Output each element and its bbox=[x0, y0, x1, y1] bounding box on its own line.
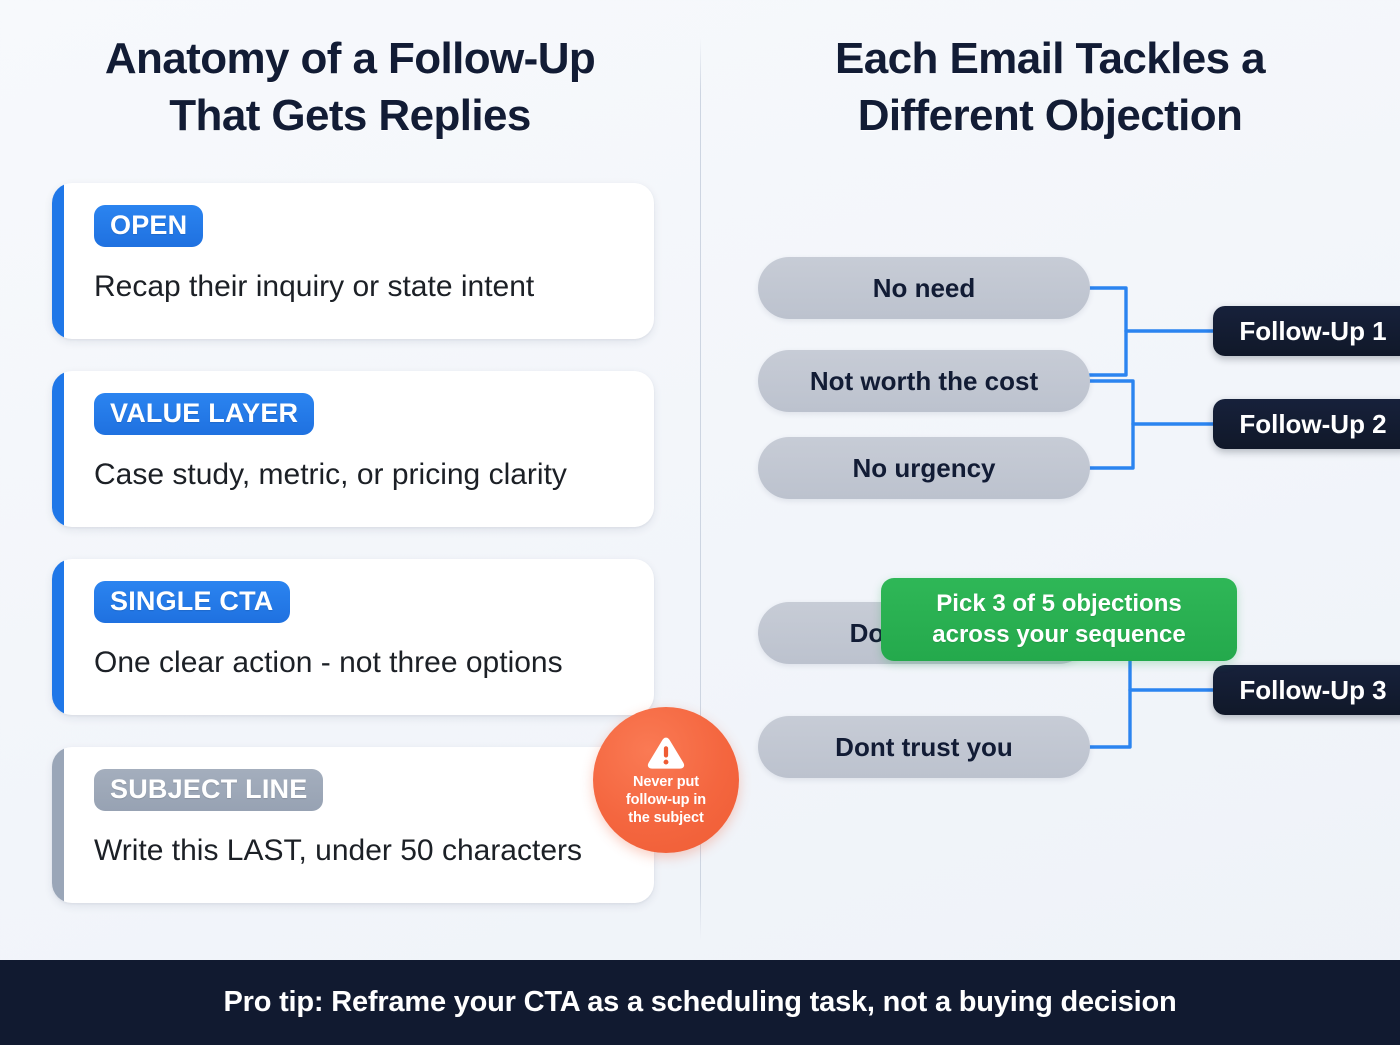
never-put-follow-up-warning-bubble: Never put follow-up in the subject bbox=[593, 707, 739, 853]
left-title-line-1: Anatomy of a Follow-Up bbox=[104, 34, 596, 83]
footer-text: Pro tip: Reframe your CTA as a schedulin… bbox=[223, 986, 1177, 1018]
card-body-open: Recap their inquiry or state intent bbox=[94, 270, 535, 303]
card-badge-value-layer: VALUE LAYER bbox=[94, 393, 315, 435]
warning-line-2: follow-up in bbox=[625, 792, 707, 809]
objection-pill-no-need[interactable]: No need bbox=[758, 257, 1090, 319]
card-accent-bar bbox=[52, 371, 64, 527]
card-badge-single-cta: SINGLE CTA bbox=[94, 581, 290, 623]
right-title-line-2: Different Objection bbox=[857, 91, 1243, 141]
warning-bubble-text: Never put follow-up in the subject bbox=[626, 774, 706, 827]
warning-triangle-icon bbox=[647, 738, 685, 770]
right-panel: Each Email Tackles a Different Objection bbox=[700, 0, 1400, 960]
followup-box-3[interactable]: Follow-Up 3 bbox=[1213, 665, 1400, 715]
card-accent-bar bbox=[52, 559, 64, 715]
anatomy-card-subject-line[interactable]: SUBJECT LINE Write this LAST, under 50 c… bbox=[52, 747, 654, 903]
card-accent-bar bbox=[52, 747, 64, 903]
right-panel-title: Each Email Tackles a Different Objection bbox=[700, 30, 1400, 144]
card-body-value-layer: Case study, metric, or pricing clarity bbox=[94, 458, 567, 491]
left-panel: Anatomy of a Follow-Up That Gets Replies… bbox=[0, 0, 700, 960]
card-badge-subject-line: SUBJECT LINE bbox=[94, 769, 324, 811]
left-panel-title: Anatomy of a Follow-Up That Gets Replies bbox=[0, 30, 700, 144]
objection-mapping-tree: No need Not worth the cost No urgency Do… bbox=[758, 257, 1400, 782]
pro-tip-footer-bar: Pro tip: Reframe your CTA as a schedulin… bbox=[0, 960, 1400, 1045]
card-body-single-cta: One clear action - not three options bbox=[94, 646, 563, 679]
anatomy-card-list: OPEN Recap their inquiry or state intent… bbox=[52, 183, 654, 903]
anatomy-card-open[interactable]: OPEN Recap their inquiry or state intent bbox=[52, 183, 654, 339]
right-title-line-1: Each Email Tackles a bbox=[835, 34, 1266, 83]
objection-pill-no-urgency[interactable]: No urgency bbox=[758, 437, 1090, 499]
left-title-line-2: That Gets Replies bbox=[169, 91, 531, 141]
anatomy-card-value-layer[interactable]: VALUE LAYER Case study, metric, or prici… bbox=[52, 371, 654, 527]
warning-line-1: Never put bbox=[633, 774, 699, 791]
callout-line-2: across your sequence bbox=[932, 620, 1186, 648]
pick-objections-callout: Pick 3 of 5 objections across your seque… bbox=[881, 578, 1237, 661]
followup-box-2[interactable]: Follow-Up 2 bbox=[1213, 399, 1400, 449]
card-accent-bar bbox=[52, 183, 64, 339]
panel-divider bbox=[700, 38, 701, 940]
objection-pill-dont-trust-you[interactable]: Dont trust you bbox=[758, 716, 1090, 778]
anatomy-card-single-cta[interactable]: SINGLE CTA One clear action - not three … bbox=[52, 559, 654, 715]
card-badge-open: OPEN bbox=[94, 205, 204, 247]
card-body-subject-line: Write this LAST, under 50 characters bbox=[94, 834, 582, 867]
followup-box-1[interactable]: Follow-Up 1 bbox=[1213, 306, 1400, 356]
callout-line-1: Pick 3 of 5 objections bbox=[936, 589, 1182, 617]
objection-pill-not-worth-the-cost[interactable]: Not worth the cost bbox=[758, 350, 1090, 412]
warning-line-3: the subject bbox=[628, 809, 704, 826]
